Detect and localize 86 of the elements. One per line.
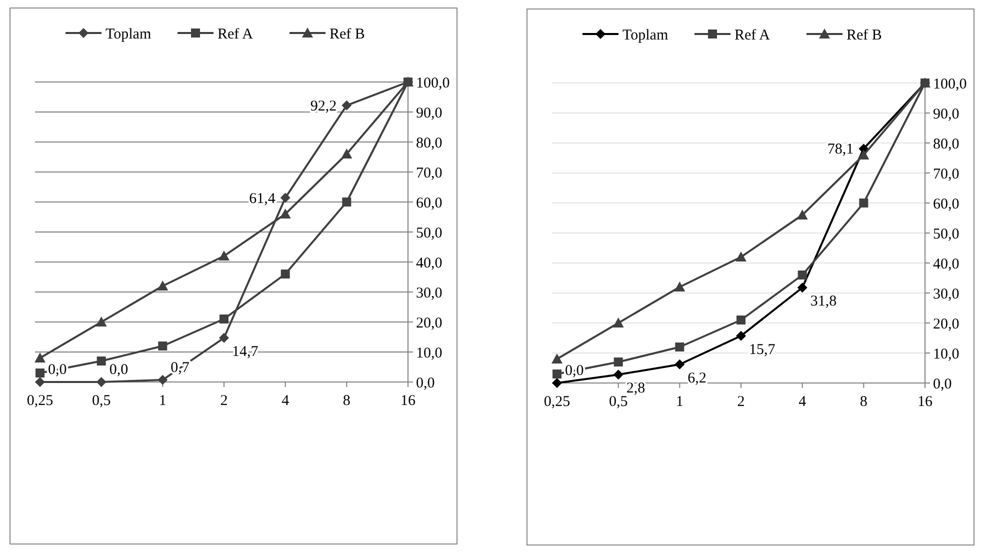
x-tick-label: 16: [918, 394, 933, 410]
point: [552, 370, 562, 378]
y-tick-label: 40,0: [933, 256, 960, 272]
x-tick-label: 16: [400, 393, 416, 409]
point: [219, 332, 229, 343]
point: [675, 342, 684, 352]
y-tick-label: 70,0: [933, 166, 960, 182]
x-tick-label: 4: [798, 394, 807, 410]
y-tick-label: 10,0: [933, 346, 960, 362]
y-tick-label: 100,0: [416, 75, 450, 92]
legend-label: Ref B: [846, 27, 882, 44]
point: [34, 352, 46, 362]
data-label: 6,2: [688, 370, 706, 386]
y-tick-label: 50,0: [933, 226, 960, 242]
x-tick-label: 0,25: [26, 393, 54, 409]
point: [36, 368, 44, 378]
legend-label: Ref A: [734, 27, 770, 44]
point: [96, 377, 106, 387]
y-tick-label: 50,0: [416, 225, 442, 242]
y-tick-label: 30,0: [416, 285, 442, 302]
point: [859, 198, 868, 208]
legend-label: Ref B: [330, 26, 365, 42]
x-tick-label: 2: [220, 393, 228, 409]
y-tick-label: 10,0: [416, 345, 442, 362]
y-tick-label: 80,0: [416, 135, 442, 152]
point: [614, 358, 623, 366]
point: [341, 148, 352, 158]
y-tick-label: 70,0: [416, 165, 442, 182]
point: [858, 150, 870, 160]
x-tick-label: 2: [737, 394, 745, 410]
x-tick-label: 8: [342, 393, 350, 409]
point: [280, 192, 290, 203]
point: [158, 374, 168, 385]
x-tick-label: 0,5: [608, 394, 628, 410]
y-tick-label: 60,0: [933, 196, 960, 212]
point: [280, 270, 290, 278]
point: [342, 198, 352, 206]
point: [612, 318, 624, 328]
x-tick-label: 1: [676, 394, 684, 410]
data-label: 78,1: [827, 142, 854, 158]
y-tick-label: 30,0: [933, 286, 960, 302]
point: [342, 100, 352, 110]
y-tick-label: 80,0: [933, 136, 960, 152]
x-tick-label: 0,25: [544, 394, 570, 410]
y-tick-label: 90,0: [933, 106, 960, 122]
x-tick-label: 8: [860, 394, 868, 410]
legend-label: Toplam: [622, 27, 668, 44]
point: [280, 208, 291, 218]
point: [35, 377, 45, 387]
point: [796, 210, 808, 220]
data-label: 15,7: [749, 342, 776, 358]
data-label: 14,7: [232, 344, 259, 360]
y-tick-label: 0,0: [416, 375, 435, 392]
y-tick-label: 90,0: [416, 105, 442, 122]
point: [736, 316, 746, 324]
data-label: 31,8: [810, 294, 837, 310]
legend-label: Ref A: [218, 26, 254, 42]
point: [96, 356, 106, 366]
y-tick-label: 20,0: [933, 316, 960, 332]
point: [220, 314, 228, 324]
point: [158, 342, 168, 350]
point: [218, 250, 230, 260]
legend-label: Toplam: [106, 26, 152, 42]
point: [674, 282, 686, 292]
x-tick-label: 0,5: [92, 393, 111, 409]
point: [798, 270, 807, 280]
point: [552, 354, 562, 364]
data-label: 2,8: [626, 380, 646, 397]
y-tick-label: 60,0: [416, 195, 442, 212]
point: [157, 280, 168, 290]
y-tick-label: 100,0: [933, 76, 967, 92]
y-tick-label: 20,0: [416, 315, 442, 332]
y-tick-label: 40,0: [416, 255, 442, 272]
point: [613, 370, 624, 380]
point: [552, 378, 562, 388]
x-tick-label: 1: [158, 393, 166, 409]
point: [674, 359, 685, 370]
point: [736, 252, 746, 262]
point: [96, 316, 107, 326]
point: [736, 330, 746, 341]
point: [797, 282, 808, 293]
data-label: 92,2: [310, 98, 337, 114]
y-tick-label: 0,0: [933, 376, 952, 392]
data-label: 0,0: [109, 362, 128, 378]
data-label: 61,4: [249, 190, 276, 207]
x-tick-label: 4: [282, 393, 290, 409]
